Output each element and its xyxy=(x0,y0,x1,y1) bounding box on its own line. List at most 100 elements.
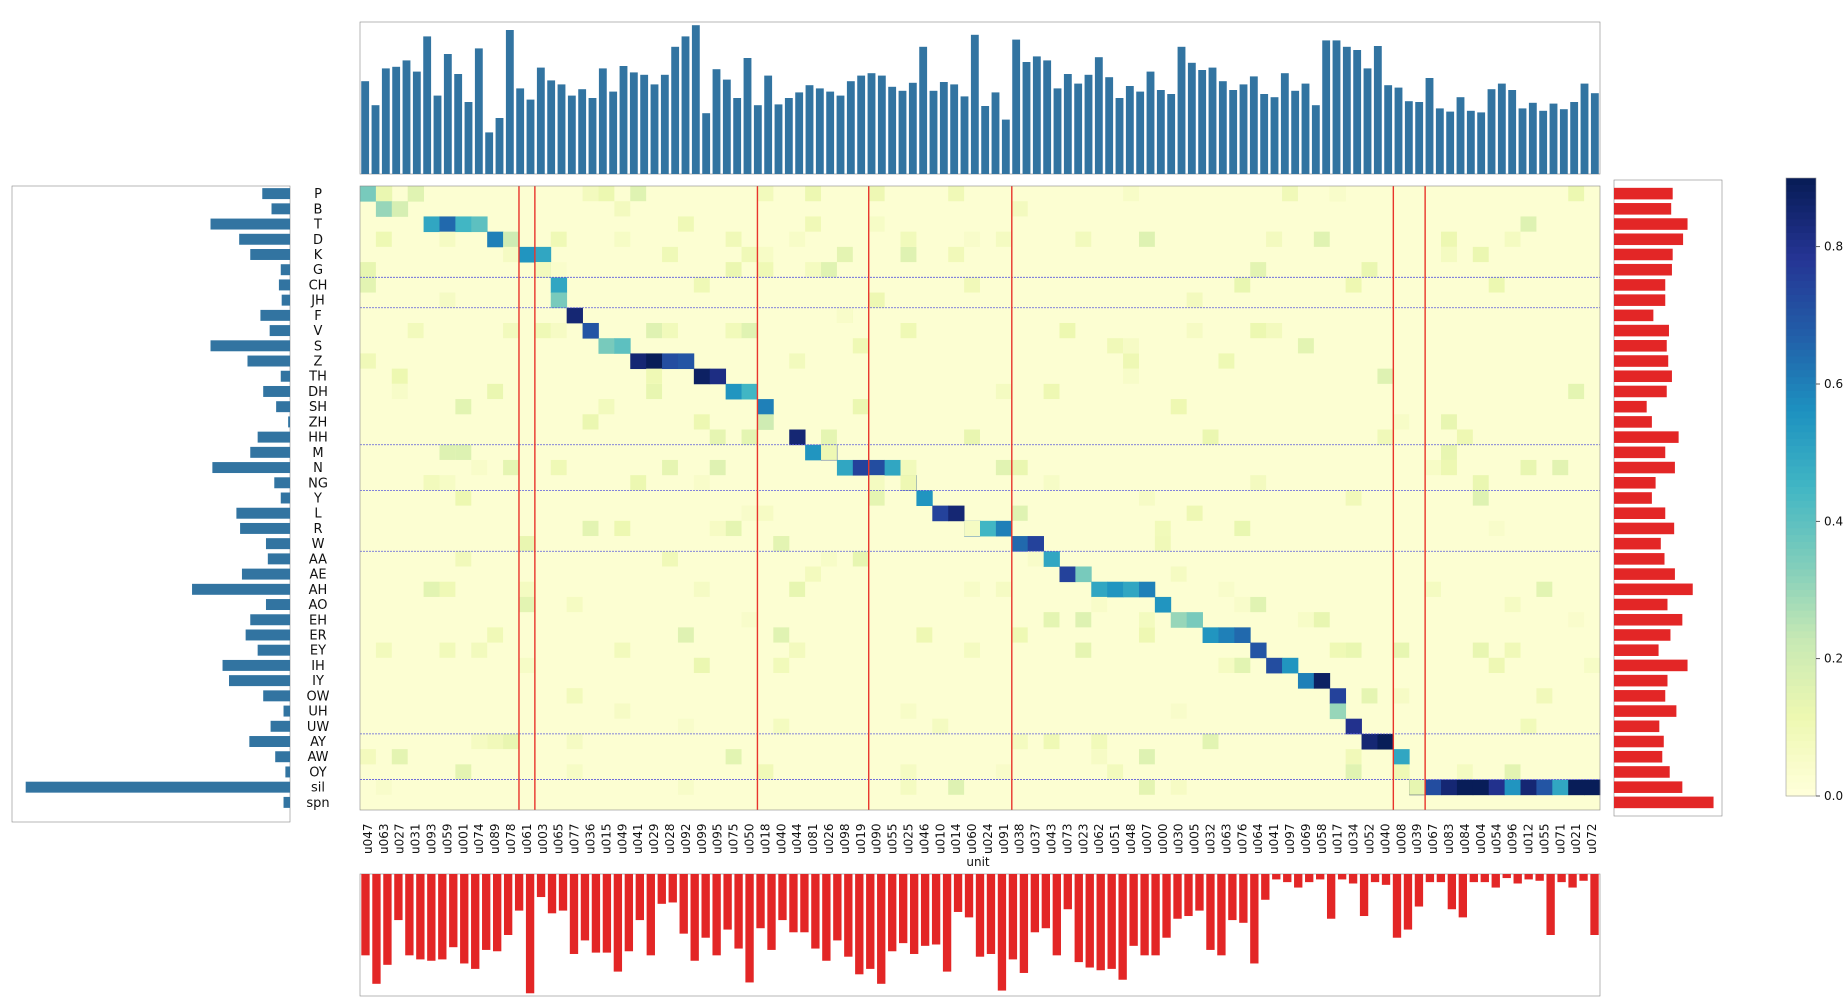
unit-label-u099: u099 xyxy=(695,823,709,854)
colorbar-gradient-segment xyxy=(1786,198,1816,207)
unit-label-u005: u005 xyxy=(1188,823,1202,854)
heatmap-noise-cell xyxy=(1345,642,1362,658)
heatmap-cell-T-u059 xyxy=(439,216,456,233)
heatmap-noise-cell xyxy=(455,399,472,415)
heatmap-noise-cell xyxy=(821,444,837,460)
bottom-marginal-bar xyxy=(492,874,502,952)
top-marginal-bar xyxy=(1580,83,1589,174)
top-marginal-bar xyxy=(1539,110,1548,174)
left-marginal-bar-UW xyxy=(270,720,290,732)
bottom-marginal-bar xyxy=(778,874,787,921)
colorbar-tick-label: 0.6 xyxy=(1824,377,1843,391)
colorbar-gradient-segment xyxy=(1786,397,1816,406)
colorbar-gradient-segment xyxy=(1786,335,1816,344)
top-marginal-bar xyxy=(1322,40,1331,175)
phone-label-SH: SH xyxy=(309,400,327,415)
right-marginal-bar-UH xyxy=(1614,705,1677,717)
colorbar-gradient-segment xyxy=(1786,727,1816,735)
left-marginal-bar-AA xyxy=(267,553,290,565)
right-marginal-bar-W xyxy=(1614,537,1661,550)
heatmap-cell-AA-u043 xyxy=(1043,551,1060,567)
phone-label-L: L xyxy=(314,507,322,522)
unit-label-u025: u025 xyxy=(901,823,915,854)
colorbar-gradient-segment xyxy=(1786,487,1816,495)
colorbar-gradient-segment xyxy=(1786,370,1816,378)
heatmap-cell-L-u014 xyxy=(948,505,965,522)
heatmap-cell-OW-u017 xyxy=(1329,688,1347,704)
colorbar-gradient-segment xyxy=(1786,246,1816,255)
heatmap-noise-cell xyxy=(773,627,790,643)
heatmap-noise-cell xyxy=(1472,642,1489,658)
bottom-marginal-bar xyxy=(1217,874,1226,956)
heatmap-noise-cell xyxy=(1504,642,1521,658)
heatmap-cell-AH-u051 xyxy=(1107,581,1124,598)
right-marginal-bar-DH xyxy=(1614,385,1667,398)
right-marginal-bar-AA xyxy=(1614,553,1665,565)
top-marginal-bar xyxy=(1404,101,1413,174)
colorbar-gradient-segment xyxy=(1786,747,1816,756)
heatmap-noise-cell xyxy=(741,246,758,263)
heatmap-noise-cell xyxy=(805,262,822,278)
right-marginal-bar-EH xyxy=(1614,613,1683,626)
heatmap-noise-cell xyxy=(566,688,583,704)
bottom-marginal-bar xyxy=(1524,874,1533,880)
heatmap-noise-cell xyxy=(995,231,1012,247)
bottom-marginal-bar xyxy=(1074,874,1083,963)
heatmap-noise-cell xyxy=(566,733,583,750)
bottom-marginal-bar xyxy=(1305,874,1314,883)
phone-label-K: K xyxy=(314,248,323,263)
heatmap-noise-cell xyxy=(1091,733,1108,750)
colorbar-gradient-segment xyxy=(1786,232,1816,241)
heatmap-noise-cell xyxy=(1123,353,1139,369)
top-marginal-bar xyxy=(671,46,680,174)
heatmap-noise-cell xyxy=(1170,779,1187,795)
heatmap-noise-cell xyxy=(1202,429,1219,445)
left-marginal-bar-F xyxy=(260,309,290,321)
bottom-marginal-bar xyxy=(460,874,469,964)
phone-label-AE: AE xyxy=(309,568,326,583)
heatmap-noise-cell xyxy=(1107,764,1124,780)
top-marginal-bar xyxy=(423,36,432,175)
colorbar-gradient-segment xyxy=(1786,493,1816,502)
colorbar-gradient-segment xyxy=(1786,274,1816,282)
bottom-marginal-bar xyxy=(558,874,568,911)
heatmap-noise-cell xyxy=(900,475,917,491)
heatmap-noise-cell xyxy=(1011,627,1028,643)
unit-label-u093: u093 xyxy=(425,823,439,854)
top-marginal-bar xyxy=(1311,105,1320,174)
heatmap-cell-Y-u046 xyxy=(916,490,933,507)
phone-label-UW: UW xyxy=(307,720,330,735)
heatmap-noise-cell xyxy=(455,764,472,780)
heatmap-noise-cell xyxy=(757,246,774,263)
unit-label-u061: u061 xyxy=(520,823,534,854)
unit-label-u081: u081 xyxy=(806,823,820,854)
bottom-marginal-bar xyxy=(1513,874,1522,884)
right-marginal-bar-M xyxy=(1614,446,1666,459)
heatmap-noise-cell xyxy=(407,322,424,339)
heatmap-noise-cell xyxy=(614,642,631,658)
heatmap-noise-cell xyxy=(1441,459,1457,476)
heatmap-noise-cell xyxy=(1138,779,1155,795)
heatmap-cell-B-u063 xyxy=(375,201,393,217)
bottom-marginal-bar xyxy=(449,874,458,948)
top-marginal-bar xyxy=(826,91,835,174)
right-marginal-bar-B xyxy=(1614,203,1672,215)
colorbar-gradient-segment xyxy=(1786,329,1816,337)
colorbar-gradient-segment xyxy=(1786,191,1816,200)
phone-label-DH: DH xyxy=(308,385,328,400)
top-marginal-bar xyxy=(433,95,442,174)
right-marginal-bar-D xyxy=(1614,233,1684,246)
heatmap-cell-sil-u084 xyxy=(1456,779,1474,796)
phone-axis-labels: PBTDKGCHJHFVSZTHDHSHZHHHMNNGYLRWAAAEAHAO… xyxy=(306,187,329,811)
bottom-marginal-bar xyxy=(635,874,644,921)
heatmap-noise-cell xyxy=(1568,186,1585,202)
heatmap-noise-cell xyxy=(1123,186,1139,202)
unit-label-u019: u019 xyxy=(854,823,868,854)
bottom-marginal-bar xyxy=(1316,874,1325,880)
unit-label-u003: u003 xyxy=(536,823,550,854)
heatmap-noise-cell xyxy=(1441,444,1457,460)
colorbar-gradient-segment xyxy=(1786,411,1816,419)
heatmap-noise-cell xyxy=(614,520,631,537)
heatmap-noise-cell xyxy=(646,383,663,400)
colorbar-gradient-segment xyxy=(1786,541,1816,550)
